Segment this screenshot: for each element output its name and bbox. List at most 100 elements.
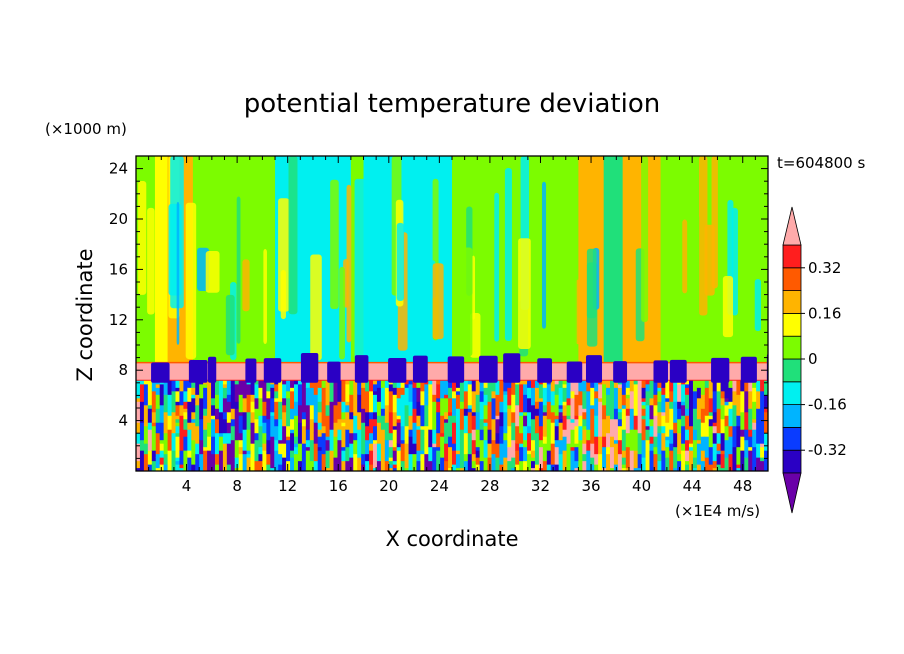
tropopause-bump	[711, 357, 730, 383]
lower-cell	[665, 439, 670, 448]
lower-cell	[159, 439, 165, 444]
upper-streak	[565, 204, 577, 351]
lower-cell	[542, 387, 548, 406]
tropopause-bump	[245, 358, 257, 383]
lower-cell	[191, 411, 196, 420]
lower-cell	[554, 415, 560, 420]
lower-cell	[448, 397, 453, 413]
lower-cell	[282, 380, 287, 385]
lower-cell	[633, 404, 639, 416]
lower-cell	[163, 394, 169, 413]
lower-cell	[187, 429, 192, 437]
lower-cell	[720, 453, 726, 469]
lower-cell	[147, 464, 153, 471]
lower-cell	[380, 429, 386, 451]
lower-cell	[207, 450, 212, 471]
tropopause-bump	[503, 353, 521, 383]
lower-cell	[554, 464, 560, 471]
lower-cell	[566, 418, 572, 437]
lower-cell	[270, 415, 275, 437]
lower-cell	[621, 467, 627, 471]
lower-cell	[515, 450, 520, 465]
lower-cell	[424, 425, 429, 437]
colorbar-max-arrow	[782, 206, 802, 246]
lower-cell	[408, 422, 414, 430]
lower-cell	[455, 380, 461, 388]
lower-cell	[278, 464, 283, 471]
lower-cell	[598, 383, 603, 399]
lower-cell	[617, 453, 623, 471]
lower-cell	[301, 411, 307, 420]
lower-cell	[459, 408, 465, 430]
field	[136, 156, 768, 471]
lower-cell	[301, 425, 307, 444]
lower-cell	[685, 439, 690, 451]
lower-cell	[305, 439, 311, 448]
lower-cell	[250, 394, 256, 402]
lower-cell	[424, 383, 429, 406]
lower-cell	[704, 436, 710, 458]
lower-cell	[700, 394, 706, 409]
lower-cell	[151, 380, 157, 392]
lower-cell	[487, 415, 493, 430]
lower-cell	[594, 453, 599, 465]
lower-cell	[258, 460, 263, 471]
lower-cell	[262, 432, 267, 444]
lower-cell	[633, 380, 639, 385]
lower-cell	[467, 404, 473, 409]
colorbar-box	[782, 244, 802, 269]
lower-cell	[606, 394, 611, 416]
lower-cell	[384, 380, 390, 388]
lower-cell	[345, 411, 350, 430]
lower-cell	[511, 439, 516, 458]
lower-cell	[384, 439, 390, 458]
lower-cell	[254, 460, 260, 471]
lower-cell	[523, 411, 528, 416]
lower-cell	[613, 418, 619, 441]
plot-area	[135, 155, 769, 472]
lower-cell	[586, 436, 591, 441]
lower-cell	[369, 464, 374, 471]
lower-cell	[258, 425, 263, 448]
lower-cell	[673, 383, 678, 402]
lower-cell	[294, 443, 299, 448]
lower-cell	[515, 383, 520, 406]
lower-cell	[574, 418, 579, 423]
lower-cell	[218, 436, 224, 451]
lower-cell	[376, 443, 382, 462]
lower-cell	[199, 418, 204, 441]
colorbar-box	[782, 335, 802, 360]
lower-cell	[479, 390, 485, 402]
lower-cell	[353, 415, 358, 434]
lower-cell	[507, 387, 512, 406]
lower-cell	[598, 401, 603, 416]
lower-cell	[633, 429, 639, 451]
lower-cell	[400, 439, 406, 444]
lower-cell	[487, 401, 493, 416]
lower-cell	[625, 397, 631, 409]
lower-cell	[728, 380, 734, 388]
lower-cell	[700, 436, 706, 451]
lower-cell	[155, 467, 161, 471]
chart-title: potential temperature deviation	[244, 89, 660, 119]
lower-cell	[175, 387, 181, 392]
lower-cell	[234, 439, 240, 458]
lower-cell	[388, 464, 394, 469]
lower-cell	[542, 460, 548, 471]
lower-cell	[309, 418, 315, 441]
lower-cell	[191, 439, 196, 462]
upper-streak	[205, 250, 220, 293]
lower-cell	[641, 401, 647, 406]
lower-cell	[270, 397, 275, 413]
lower-cell	[440, 436, 445, 458]
lower-cell	[333, 380, 339, 399]
lower-cell	[578, 425, 583, 441]
lower-cell	[155, 453, 161, 458]
lower-cell	[574, 443, 579, 448]
lower-cell	[641, 439, 647, 458]
lower-cell	[175, 380, 181, 388]
lower-cell	[254, 397, 260, 409]
lower-cell	[254, 408, 260, 420]
lower-cell	[392, 450, 398, 462]
lower-cell	[483, 457, 489, 471]
